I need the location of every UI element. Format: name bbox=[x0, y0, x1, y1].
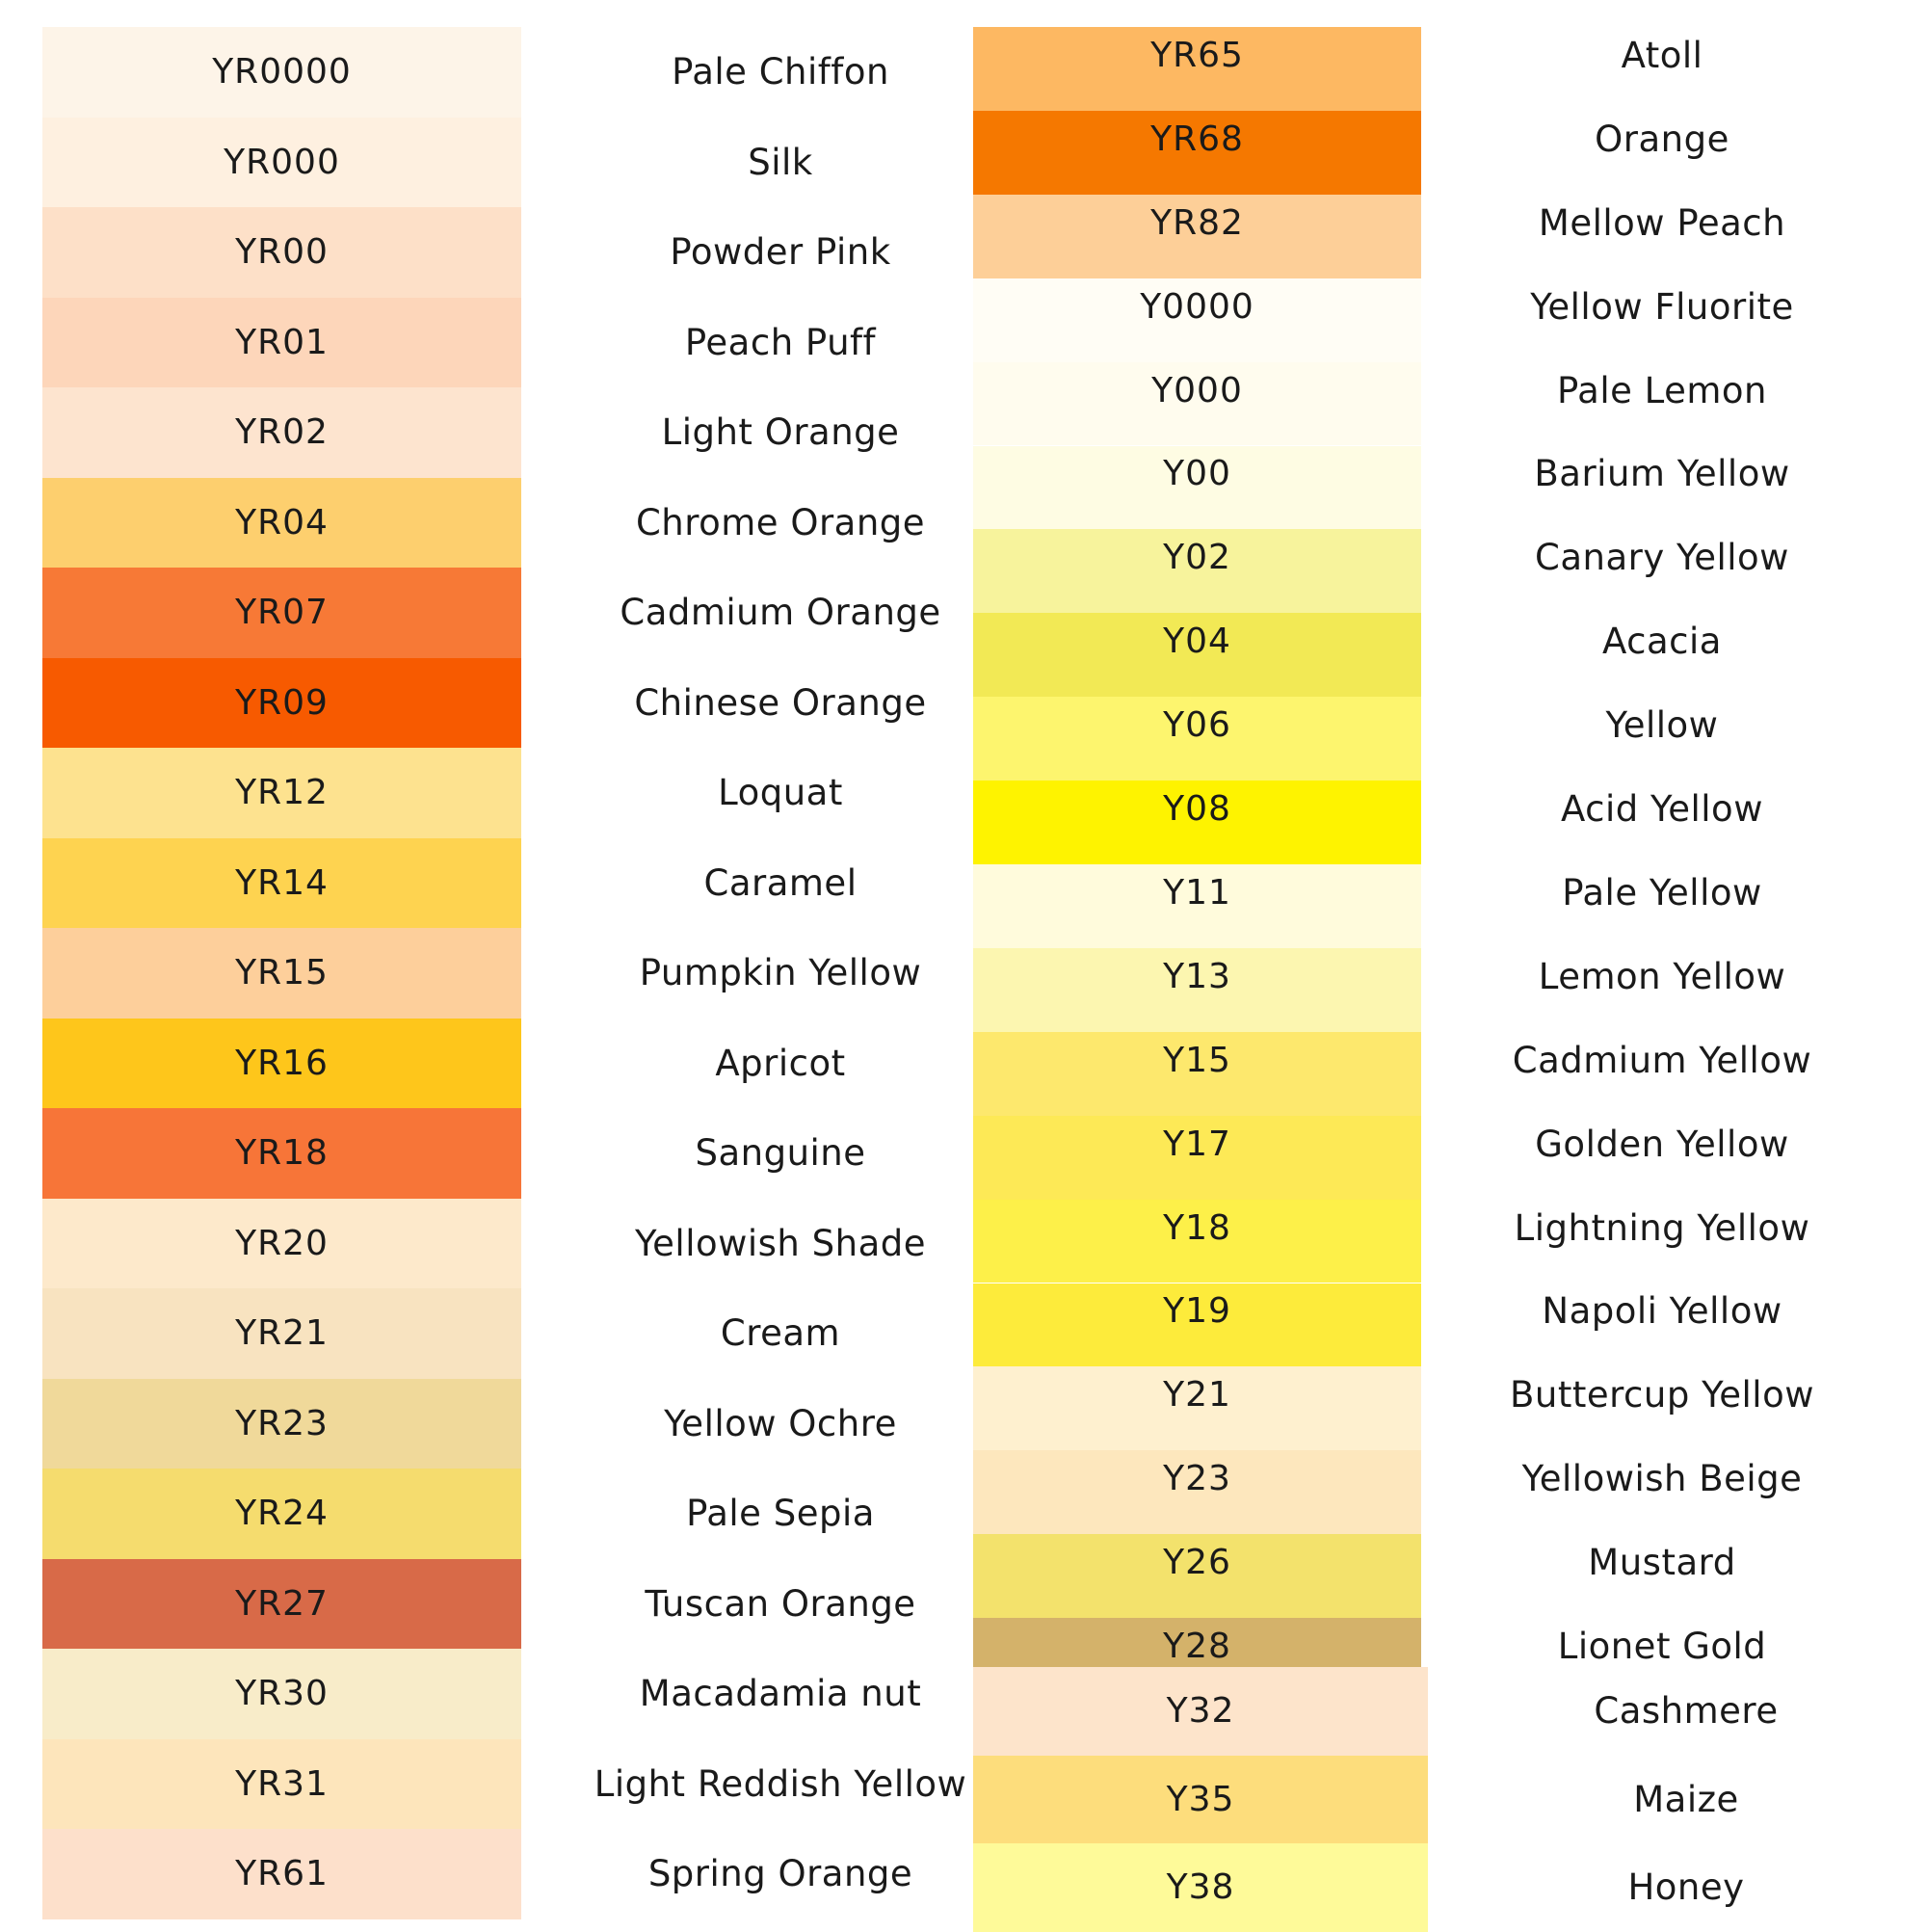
color-name-y23: Yellowish Beige bbox=[1521, 1458, 1803, 1500]
color-swatch-yr14: YR14 bbox=[42, 837, 521, 928]
color-name-yr30: Macadamia nut bbox=[639, 1673, 922, 1715]
color-swatch-y32: Y32 bbox=[973, 1667, 1428, 1756]
color-swatch-y15: Y15 bbox=[973, 1031, 1421, 1116]
color-name-yr04: Chrome Orange bbox=[635, 501, 926, 543]
color-swatch-y13: Y13 bbox=[973, 947, 1421, 1032]
color-swatch-y000: Y000 bbox=[973, 361, 1421, 446]
color-swatch-yr31: YR31 bbox=[42, 1738, 521, 1829]
color-swatch-yr27: YR27 bbox=[42, 1558, 521, 1649]
color-swatch-y23: Y23 bbox=[973, 1450, 1421, 1535]
color-name-y15: Cadmium Yellow bbox=[1512, 1039, 1812, 1081]
color-swatch-y08: Y08 bbox=[973, 781, 1421, 864]
color-name-y18: Lightning Yellow bbox=[1514, 1206, 1810, 1249]
color-name-yr18: Sanguine bbox=[695, 1132, 866, 1175]
color-swatch-y35: Y35 bbox=[973, 1755, 1428, 1843]
color-swatch-yr15: YR15 bbox=[42, 928, 521, 1019]
color-swatch-y17: Y17 bbox=[973, 1115, 1421, 1200]
color-name-y38: Honey bbox=[1627, 1866, 1745, 1909]
color-name-yr09: Chinese Orange bbox=[634, 681, 927, 724]
color-swatch-yr21: YR21 bbox=[42, 1288, 521, 1379]
color-swatch-y26: Y26 bbox=[973, 1534, 1421, 1619]
color-name-y26: Mustard bbox=[1588, 1542, 1736, 1584]
color-swatch-yr82: YR82 bbox=[973, 194, 1421, 278]
color-swatch-yr04: YR04 bbox=[42, 477, 521, 568]
color-name-y0000: Yellow Fluorite bbox=[1530, 285, 1794, 328]
color-swatch-y21: Y21 bbox=[973, 1366, 1421, 1451]
color-name-y17: Golden Yellow bbox=[1535, 1123, 1789, 1165]
color-swatch-yr61: YR61 bbox=[42, 1829, 521, 1919]
color-name-yr65: Atoll bbox=[1621, 34, 1703, 76]
color-name-y21: Buttercup Yellow bbox=[1510, 1374, 1814, 1416]
color-name-yr24: Pale Sepia bbox=[686, 1493, 875, 1535]
color-swatch-yr02: YR02 bbox=[42, 387, 521, 478]
color-swatch-y02: Y02 bbox=[973, 529, 1421, 614]
color-swatch-yr23: YR23 bbox=[42, 1378, 521, 1469]
color-swatch-y04: Y04 bbox=[973, 613, 1421, 698]
color-swatch-yr65: YR65 bbox=[973, 27, 1421, 111]
color-name-y000: Pale Lemon bbox=[1557, 369, 1767, 411]
color-name-yr82: Mellow Peach bbox=[1538, 201, 1786, 244]
color-name-yr00: Powder Pink bbox=[670, 231, 891, 274]
color-name-yr16: Apricot bbox=[715, 1042, 846, 1084]
color-name-yr000: Silk bbox=[748, 141, 813, 183]
color-name-yr23: Yellow Ochre bbox=[664, 1402, 897, 1444]
color-swatch-yr000: YR000 bbox=[42, 117, 521, 207]
color-swatch-y0000: Y0000 bbox=[973, 278, 1421, 362]
color-swatch-yr12: YR12 bbox=[42, 748, 521, 838]
color-name-y13: Lemon Yellow bbox=[1538, 955, 1786, 997]
color-name-yr0000: Pale Chiffon bbox=[672, 51, 889, 93]
color-name-yr07: Cadmium Orange bbox=[620, 592, 941, 634]
color-swatch-y18: Y18 bbox=[973, 1199, 1421, 1284]
color-name-yr12: Loquat bbox=[718, 772, 843, 814]
color-swatch-yr16: YR16 bbox=[42, 1018, 521, 1108]
color-swatch-yr68: YR68 bbox=[973, 110, 1421, 195]
color-name-yr14: Caramel bbox=[703, 861, 858, 904]
color-swatch-y00: Y00 bbox=[973, 445, 1421, 530]
color-swatch-yr30: YR30 bbox=[42, 1649, 521, 1739]
color-swatch-y06: Y06 bbox=[973, 697, 1421, 781]
color-name-y08: Acid Yellow bbox=[1561, 788, 1763, 831]
color-name-yr31: Light Reddish Yellow bbox=[594, 1762, 967, 1805]
color-swatch-yr01: YR01 bbox=[42, 297, 521, 387]
color-swatch-yr18: YR18 bbox=[42, 1108, 521, 1199]
color-name-y19: Napoli Yellow bbox=[1542, 1290, 1782, 1333]
color-swatch-yr24: YR24 bbox=[42, 1469, 521, 1559]
color-swatch-y19: Y19 bbox=[973, 1283, 1421, 1367]
color-name-yr20: Yellowish Shade bbox=[634, 1222, 927, 1264]
color-name-yr68: Orange bbox=[1595, 118, 1729, 160]
color-swatch-yr20: YR20 bbox=[42, 1198, 521, 1288]
color-name-y00: Barium Yellow bbox=[1534, 453, 1790, 495]
color-swatch-y38: Y38 bbox=[973, 1843, 1428, 1932]
color-swatch-yr09: YR09 bbox=[42, 657, 521, 748]
color-name-yr27: Tuscan Orange bbox=[645, 1582, 916, 1625]
color-name-yr21: Cream bbox=[720, 1312, 841, 1355]
color-name-y04: Acacia bbox=[1602, 621, 1722, 663]
color-name-y32: Cashmere bbox=[1594, 1690, 1779, 1733]
color-name-yr02: Light Orange bbox=[661, 411, 900, 454]
color-name-y06: Yellow bbox=[1605, 704, 1719, 747]
color-name-y11: Pale Yellow bbox=[1562, 871, 1762, 913]
color-name-y28: Lionet Gold bbox=[1557, 1626, 1767, 1668]
color-name-yr61: Spring Orange bbox=[647, 1853, 913, 1895]
color-name-y02: Canary Yellow bbox=[1535, 537, 1789, 579]
color-swatch-y11: Y11 bbox=[973, 864, 1421, 948]
color-name-y35: Maize bbox=[1633, 1778, 1739, 1820]
color-name-yr01: Peach Puff bbox=[684, 321, 877, 363]
color-swatch-yr07: YR07 bbox=[42, 568, 521, 658]
color-swatch-yr0000: YR0000 bbox=[42, 27, 521, 118]
color-name-yr15: Pumpkin Yellow bbox=[639, 952, 922, 994]
color-swatch-yr00: YR00 bbox=[42, 207, 521, 298]
